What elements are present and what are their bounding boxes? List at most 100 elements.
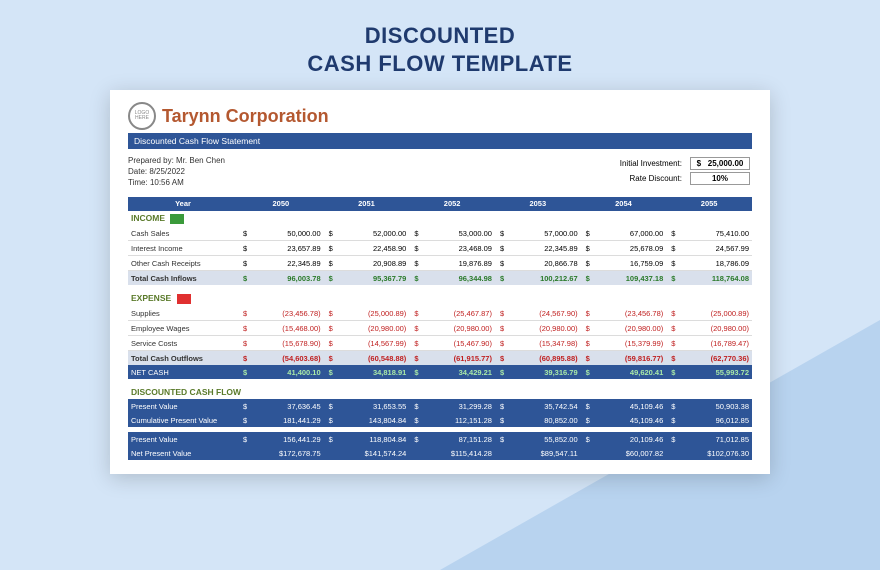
cell[interactable]: $141,574.24 [324, 446, 410, 460]
cell[interactable]: $(20,980.00) [409, 321, 495, 336]
time-label: Time: [128, 178, 148, 187]
cell[interactable]: $22,345.89 [495, 241, 581, 256]
cell[interactable]: $(59,816.77) [581, 351, 667, 366]
cell[interactable]: $102,076.30 [666, 446, 752, 460]
cell[interactable]: $16,759.09 [581, 256, 667, 271]
cell[interactable]: $(25,000.89) [324, 306, 410, 321]
cell[interactable]: $20,866.78 [495, 256, 581, 271]
meta-right: Initial Investment: $ 25,000.00 Rate Dis… [614, 155, 752, 189]
cell[interactable]: $(23,456.78) [581, 306, 667, 321]
cell[interactable]: $(23,456.78) [238, 306, 324, 321]
row-label: Cumulative Present Value [128, 413, 238, 427]
total-inflows-row: Total Cash Inflows $96,003.78 $95,367.79… [128, 271, 752, 286]
cell[interactable]: $89,547.11 [495, 446, 581, 460]
cell[interactable]: $50,903.38 [666, 399, 752, 413]
cell[interactable]: $35,742.54 [495, 399, 581, 413]
cell[interactable]: $22,458.90 [324, 241, 410, 256]
cell[interactable]: $95,367.79 [324, 271, 410, 286]
cell[interactable]: $25,678.09 [581, 241, 667, 256]
cell[interactable]: $41,400.10 [238, 365, 324, 379]
cell[interactable]: $(15,468.00) [238, 321, 324, 336]
cell[interactable]: $19,876.89 [409, 256, 495, 271]
cell[interactable]: $96,012.85 [666, 413, 752, 427]
cell[interactable]: $(15,379.99) [581, 336, 667, 351]
income-color-icon [170, 214, 184, 224]
cell[interactable]: $75,410.00 [666, 226, 752, 241]
cell[interactable]: $53,000.00 [409, 226, 495, 241]
cell[interactable]: $80,852.00 [495, 413, 581, 427]
cell[interactable]: $23,657.89 [238, 241, 324, 256]
year-col: 2051 [324, 197, 410, 211]
cell[interactable]: $(54,603.68) [238, 351, 324, 366]
title-line2: CASH FLOW TEMPLATE [0, 50, 880, 78]
cell[interactable]: $31,299.28 [409, 399, 495, 413]
cell[interactable]: $(25,000.89) [666, 306, 752, 321]
cell[interactable]: $(15,467.90) [409, 336, 495, 351]
cell[interactable]: $34,818.91 [324, 365, 410, 379]
row-label: Interest Income [128, 241, 238, 256]
cell[interactable]: $39,316.79 [495, 365, 581, 379]
cell[interactable]: $34,429.21 [409, 365, 495, 379]
cell[interactable]: $24,567.99 [666, 241, 752, 256]
cell[interactable]: $(14,567.99) [324, 336, 410, 351]
cell[interactable]: $(20,980.00) [324, 321, 410, 336]
cell[interactable]: $(60,548.88) [324, 351, 410, 366]
cell[interactable]: $(24,567.90) [495, 306, 581, 321]
cell[interactable]: $22,345.89 [238, 256, 324, 271]
cell[interactable]: $143,804.84 [324, 413, 410, 427]
cell[interactable]: $96,003.78 [238, 271, 324, 286]
year-col: 2050 [238, 197, 324, 211]
time-value: 10:56 AM [150, 178, 184, 187]
cell[interactable]: $(15,678.90) [238, 336, 324, 351]
net-cash-row: NET CASH $41,400.10 $34,818.91 $34,429.2… [128, 365, 752, 379]
cell[interactable]: $115,414.28 [409, 446, 495, 460]
cell[interactable]: $55,852.00 [495, 432, 581, 446]
cell[interactable]: $(61,915.77) [409, 351, 495, 366]
cell[interactable]: $45,109.46 [581, 413, 667, 427]
cell[interactable]: $118,804.84 [324, 432, 410, 446]
cell[interactable]: $49,620.41 [581, 365, 667, 379]
spreadsheet: LOGOHERE Tarynn Corporation Discounted C… [110, 90, 770, 474]
cell[interactable]: $(20,980.00) [581, 321, 667, 336]
cell[interactable]: $50,000.00 [238, 226, 324, 241]
expense-color-icon [177, 294, 191, 304]
cell[interactable]: $55,993.72 [666, 365, 752, 379]
table-row: Interest Income$23,657.89$22,458.90$23,4… [128, 241, 752, 256]
cell[interactable]: $181,441.29 [238, 413, 324, 427]
table-row: Supplies$(23,456.78)$(25,000.89)$(25,467… [128, 306, 752, 321]
cell[interactable]: $100,212.67 [495, 271, 581, 286]
cell[interactable]: $31,653.55 [324, 399, 410, 413]
cell[interactable]: $18,786.09 [666, 256, 752, 271]
cell[interactable]: $57,000.00 [495, 226, 581, 241]
initial-inv-label: Initial Investment: [616, 157, 688, 170]
row-label: Present Value [128, 432, 238, 446]
cell[interactable]: $37,636.45 [238, 399, 324, 413]
cell[interactable]: $87,151.28 [409, 432, 495, 446]
prepared-by: Mr. Ben Chen [176, 156, 225, 165]
cell[interactable]: $156,441.29 [238, 432, 324, 446]
rate-value[interactable]: 10% [690, 172, 750, 185]
cell[interactable]: $20,109.46 [581, 432, 667, 446]
cell[interactable]: $(20,980.00) [666, 321, 752, 336]
cell[interactable]: $109,437.18 [581, 271, 667, 286]
cell[interactable]: $(25,467.87) [409, 306, 495, 321]
cell[interactable]: $96,344.98 [409, 271, 495, 286]
cell[interactable]: $(15,347.98) [495, 336, 581, 351]
cell[interactable]: $(62,770.36) [666, 351, 752, 366]
cell[interactable]: $45,109.46 [581, 399, 667, 413]
cell[interactable]: $60,007.82 [581, 446, 667, 460]
row-label: Present Value [128, 399, 238, 413]
cell[interactable]: $172,678.75 [238, 446, 324, 460]
cell[interactable]: $67,000.00 [581, 226, 667, 241]
cell[interactable]: $(20,980.00) [495, 321, 581, 336]
cell[interactable]: $71,012.85 [666, 432, 752, 446]
cell[interactable]: $118,764.08 [666, 271, 752, 286]
cell[interactable]: $112,151.28 [409, 413, 495, 427]
initial-inv-value[interactable]: $ 25,000.00 [690, 157, 750, 170]
meta-left: Prepared by: Mr. Ben Chen Date: 8/25/202… [128, 155, 225, 189]
cell[interactable]: $23,468.09 [409, 241, 495, 256]
cell[interactable]: $(16,789.47) [666, 336, 752, 351]
cell[interactable]: $52,000.00 [324, 226, 410, 241]
cell[interactable]: $(60,895.88) [495, 351, 581, 366]
cell[interactable]: $20,908.89 [324, 256, 410, 271]
